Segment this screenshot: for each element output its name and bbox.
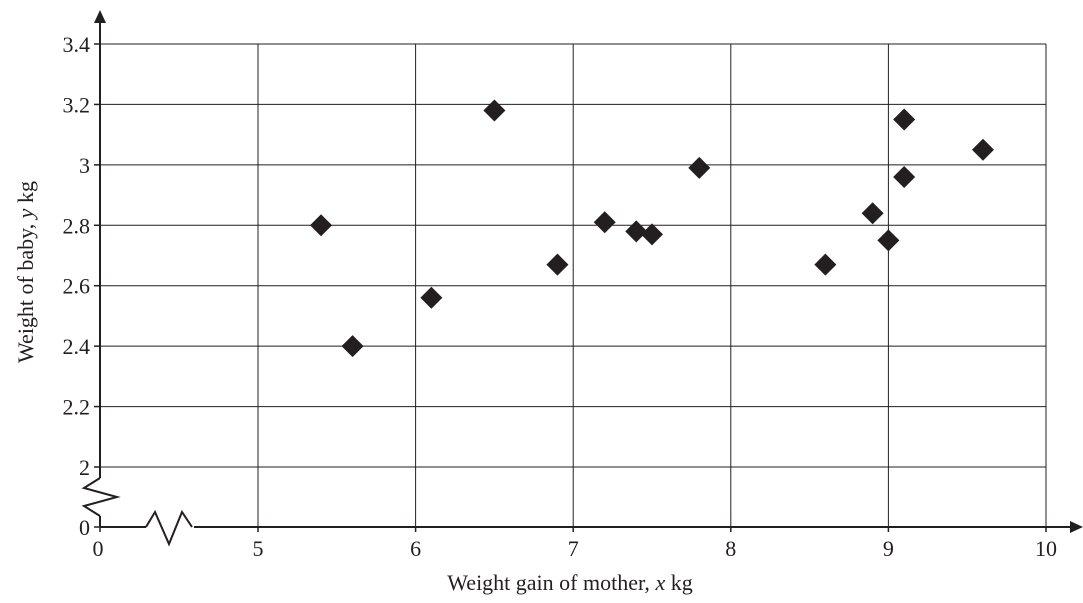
data-point: [688, 156, 711, 179]
axes: [81, 10, 1083, 547]
x-axis-label: Weight gain of mother, x kg: [447, 570, 692, 595]
y-tick-label: 2.2: [63, 395, 91, 420]
data-point: [893, 108, 916, 131]
x-tick-label: 6: [410, 536, 421, 561]
y-tick-label: 2: [79, 455, 90, 480]
x-tick-label: 7: [568, 536, 579, 561]
x-tick-label: 9: [883, 536, 894, 561]
data-point: [341, 335, 364, 358]
data-point: [971, 138, 994, 161]
data-point: [861, 202, 884, 225]
y-tick-label: 3: [79, 153, 90, 178]
x-tick-label: 10: [1035, 536, 1057, 561]
data-point: [310, 214, 333, 237]
data-point: [593, 211, 616, 234]
y-tick-label: 3.4: [63, 32, 91, 57]
x-axis-arrow: [1070, 521, 1083, 533]
y-axis-label: Weight of baby, y kg: [13, 181, 38, 363]
x-axis-break: [145, 509, 193, 547]
data-points: [310, 99, 994, 358]
y-tick-label: 2.6: [63, 274, 91, 299]
data-point: [483, 99, 506, 122]
grid: [100, 43, 1047, 527]
y-axis-break: [81, 477, 121, 517]
x-tick-label: 5: [253, 536, 264, 561]
x-origin-label: 0: [93, 536, 104, 561]
data-point: [877, 229, 900, 252]
y-tick-label: 2.4: [63, 334, 91, 359]
ticks: 5 6 7 8 9 10 0 2 2.2 2.4 2.6 2.8 3 3.2 3.4 0: [63, 32, 1058, 561]
x-tick-label: 8: [725, 536, 736, 561]
y-origin-label: 0: [79, 515, 90, 540]
y-axis-arrow: [94, 10, 106, 23]
data-point: [420, 286, 443, 309]
data-point: [893, 165, 916, 188]
data-point: [546, 253, 569, 276]
y-tick-label: 3.2: [63, 92, 91, 117]
y-tick-label: 2.8: [63, 213, 91, 238]
data-point: [625, 220, 648, 243]
data-point: [641, 223, 663, 246]
data-point: [814, 253, 837, 276]
